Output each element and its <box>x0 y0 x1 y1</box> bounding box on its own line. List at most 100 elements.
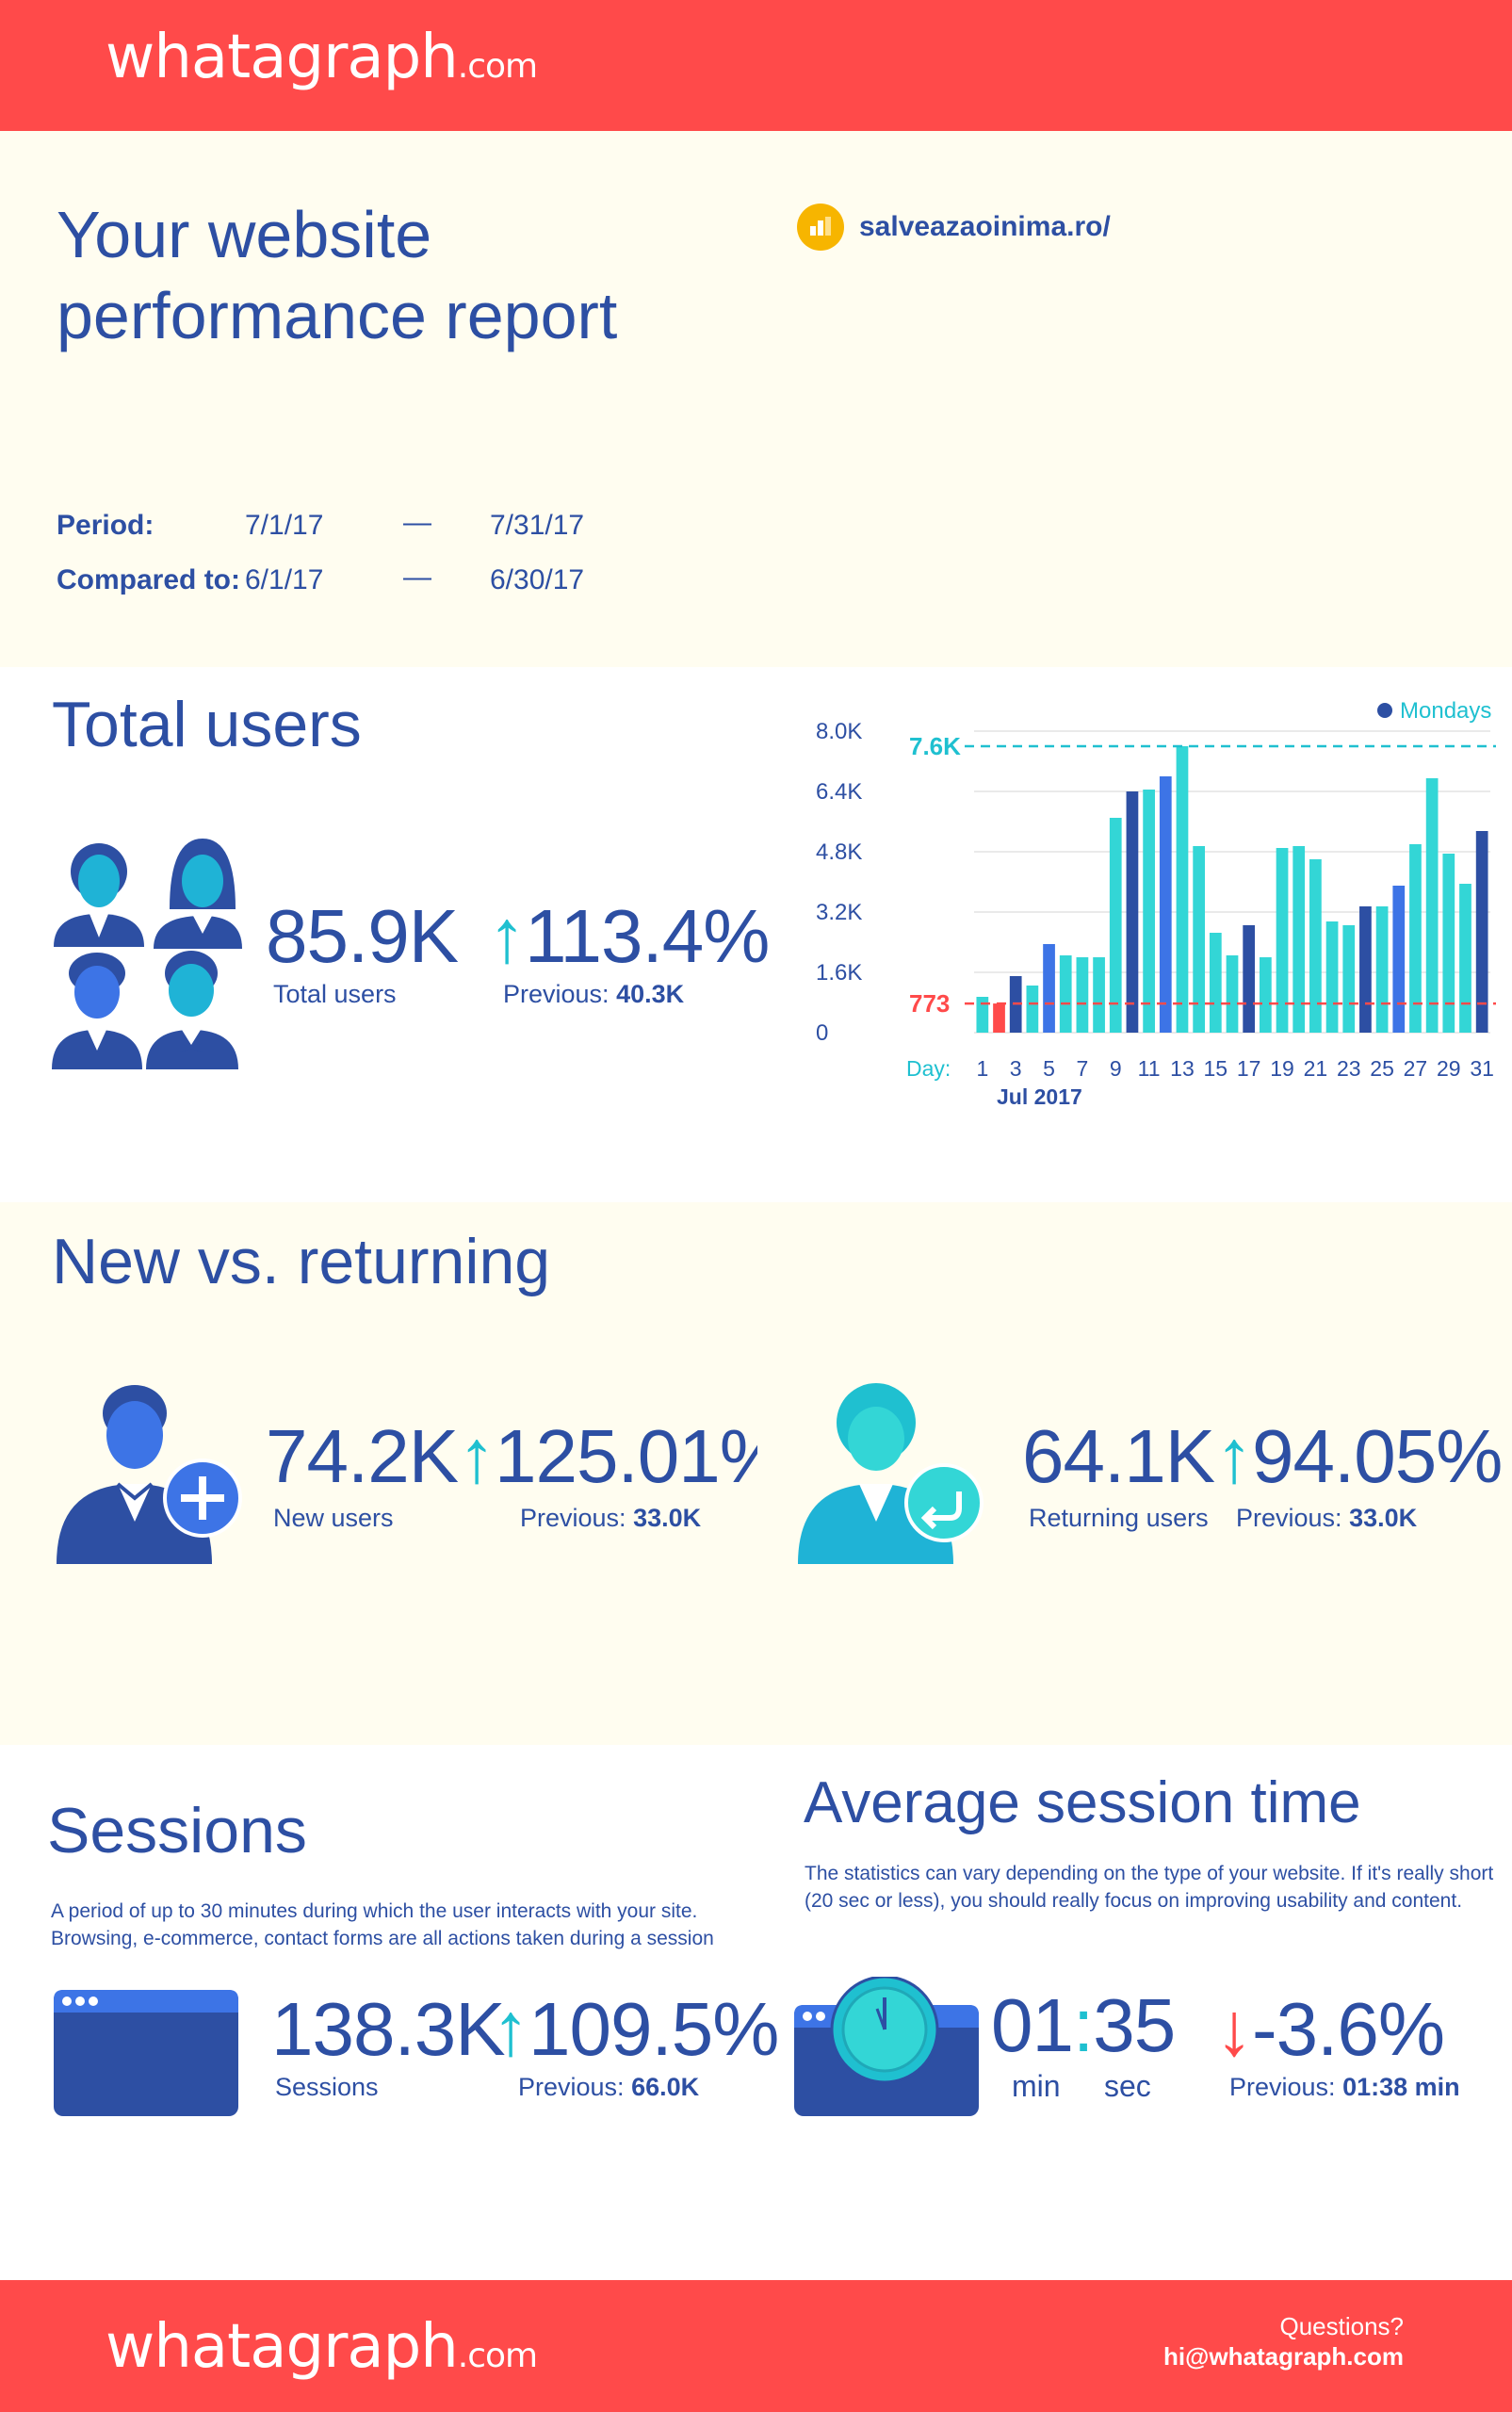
sessions-title: Sessions <box>47 1795 307 1866</box>
new-user-icon <box>52 1380 250 1569</box>
x-tick-label: 5 <box>1043 1056 1055 1081</box>
chart-bar <box>1425 778 1439 1033</box>
min-label: 773 <box>909 989 950 1018</box>
chart-bar <box>1026 986 1039 1033</box>
time-colon: : <box>1072 1983 1094 2067</box>
legend-label: Mondays <box>1400 698 1491 724</box>
chart-bar <box>1043 944 1055 1033</box>
chart-bar <box>1342 925 1356 1033</box>
period-end: 7/31/17 <box>490 510 585 541</box>
chart-bar <box>1442 854 1455 1033</box>
returning-users-change: ↑94.05% <box>1215 1413 1503 1500</box>
total-users-change: ↑113.4% <box>488 893 770 980</box>
prev-value: 33.0K <box>1349 1504 1418 1532</box>
x-tick-label: 7 <box>1077 1056 1089 1081</box>
chart-bar <box>1126 791 1139 1033</box>
x-tick-label: 31 <box>1470 1056 1494 1081</box>
chart-bar <box>1176 746 1189 1033</box>
chart-bar <box>1325 921 1339 1033</box>
report-title-line1: Your website <box>57 198 432 271</box>
questions-label: Questions? <box>1279 2312 1404 2340</box>
y-tick-label: 6.4K <box>816 779 862 805</box>
daily-users-chart: 0 1.6K 3.2K 4.8K 6.4K 8.0K 7.6K 773 Day: 1 3 5 7 9 11 1… <box>801 688 1498 1121</box>
x-tick-label: 23 <box>1337 1056 1361 1081</box>
y-tick-label: 1.6K <box>816 960 862 986</box>
arrow-down-icon: ↓ <box>1215 1987 1253 2071</box>
chart-bar <box>1276 848 1289 1033</box>
y-tick-label: 0 <box>816 1020 828 1046</box>
x-tick-label: 27 <box>1404 1056 1428 1081</box>
returning-users-value: 64.1K <box>1022 1414 1215 1498</box>
chart-bar <box>1259 957 1272 1033</box>
period-start: 7/1/17 <box>245 510 324 541</box>
x-tick-label: 3 <box>1010 1056 1022 1081</box>
sessions-desc-line1: A period of up to 30 minutes during whic… <box>51 1900 698 1922</box>
prev-value: 01:38 min <box>1342 2073 1460 2101</box>
sessions-value: 138.3K <box>271 1987 506 2071</box>
x-tick-label: 29 <box>1437 1056 1461 1081</box>
new-vs-returning-title: New vs. returning <box>52 1226 551 1297</box>
x-tick-label: 21 <box>1304 1056 1328 1081</box>
x-tick-label: 13 <box>1170 1056 1195 1081</box>
total-users-previous: Previous: 40.3K <box>503 980 684 1009</box>
sessions-change-value: 109.5% <box>528 1987 779 2071</box>
chart-bar <box>1459 884 1471 1033</box>
chart-bar <box>1143 790 1155 1033</box>
sessions-label: Sessions <box>275 2073 379 2101</box>
logo-main: whatagraph <box>106 2312 459 2382</box>
browser-window-icon <box>54 1990 238 2116</box>
chart-bar <box>1093 957 1105 1033</box>
chart-bar <box>976 997 989 1033</box>
logo-main: whatagraph <box>106 23 459 92</box>
chart-bar <box>1059 955 1072 1033</box>
sessions-section <box>0 1745 1512 2280</box>
site-url[interactable]: salveazaoinima.ro/ <box>859 211 1111 242</box>
footer-bar: whatagraph.com Questions? hi@whatagraph.… <box>0 2280 1512 2412</box>
logo-suffix: .com <box>457 2337 538 2375</box>
avg-session-previous: Previous: 01:38 min <box>1229 2073 1460 2102</box>
compared-dash: — <box>403 562 431 593</box>
y-tick-label: 3.2K <box>816 900 862 925</box>
sessions-desc-line2: Browsing, e-commerce, contact forms are … <box>51 1928 714 1949</box>
report-title-line2: performance report <box>57 279 618 352</box>
chart-bar <box>1226 955 1239 1033</box>
avg-minutes: 01 <box>991 1983 1074 2067</box>
chart-bar <box>1392 886 1406 1033</box>
header-bar: whatagraph.com <box>0 0 1512 131</box>
min-label: min <box>1012 2069 1061 2103</box>
chart-bar <box>1475 831 1488 1033</box>
period-dash: — <box>403 507 431 538</box>
total-users-label: Total users <box>273 980 397 1008</box>
chart-bar <box>1193 846 1206 1033</box>
returning-user-icon <box>793 1380 991 1569</box>
prev-label: Previous: <box>520 1504 626 1532</box>
arrow-up-icon: ↑ <box>488 894 526 978</box>
avg-session-title: Average session time <box>804 1770 1361 1835</box>
x-tick-label: 17 <box>1237 1056 1261 1081</box>
chart-bar <box>1409 844 1422 1033</box>
x-tick-label: 25 <box>1370 1056 1394 1081</box>
logo-suffix: .com <box>457 47 538 86</box>
total-users-value: 85.9K <box>266 894 459 978</box>
chart-bar <box>993 1003 1005 1033</box>
footer-email[interactable]: hi@whatagraph.com <box>1162 2342 1404 2371</box>
analytics-icon <box>797 204 844 251</box>
prev-value: 66.0K <box>631 2073 700 2101</box>
x-axis-sublabel: Jul 2017 <box>997 1084 1082 1109</box>
x-tick-label: 1 <box>976 1056 988 1081</box>
x-tick-label: 9 <box>1110 1056 1122 1081</box>
header-logo[interactable]: whatagraph.com <box>106 23 538 92</box>
users-group-icon <box>52 834 245 1069</box>
chart-bar <box>1359 906 1372 1033</box>
browser-clock-icon <box>794 1975 979 2118</box>
avg-session-time: 01:35 <box>991 1982 1176 2069</box>
period-label: Period: <box>57 510 154 541</box>
chart-bar <box>1243 925 1256 1033</box>
prev-label: Previous: <box>1236 1504 1342 1532</box>
footer-logo[interactable]: whatagraph.com <box>106 2312 538 2382</box>
prev-label: Previous: <box>503 980 610 1008</box>
returning-users-change-value: 94.05% <box>1252 1414 1503 1498</box>
chart-bar <box>1309 859 1322 1033</box>
new-users-previous: Previous: 33.0K <box>520 1504 701 1533</box>
x-tick-label: 11 <box>1138 1056 1161 1081</box>
